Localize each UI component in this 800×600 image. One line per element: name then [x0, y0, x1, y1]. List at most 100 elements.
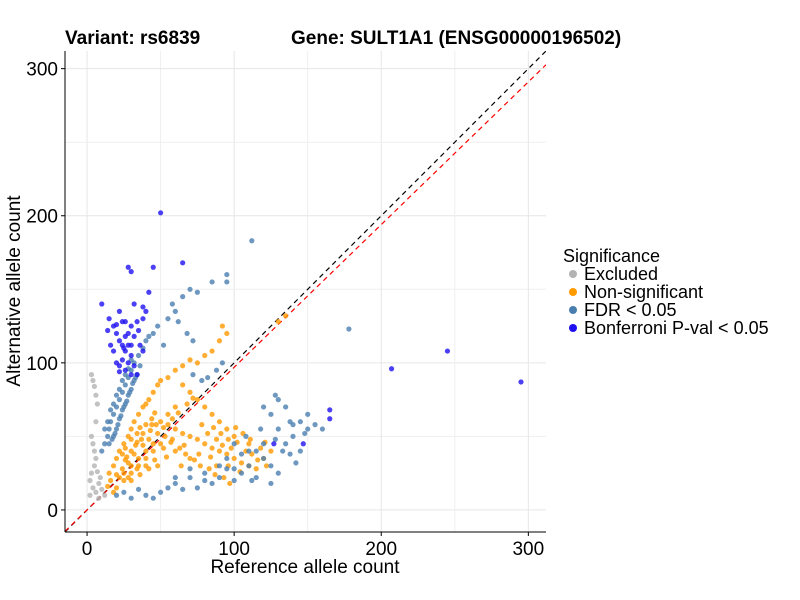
point-non-significant: [137, 472, 143, 478]
point-fdr-0-05: [172, 308, 178, 314]
point-excluded: [87, 492, 93, 498]
point-non-significant: [149, 422, 155, 428]
point-fdr-0-05: [224, 279, 230, 285]
point-fdr-0-05: [160, 342, 167, 348]
point-non-significant: [106, 470, 112, 476]
point-fdr-0-05: [272, 436, 278, 442]
point-non-significant: [150, 448, 156, 454]
y-tick-label: 0: [47, 501, 58, 522]
point-fdr-0-05: [146, 333, 152, 339]
point-excluded: [90, 377, 96, 384]
point-bonferroni-p-val-0-05: [119, 357, 125, 363]
point-bonferroni-p-val-0-05: [122, 319, 128, 325]
point-bonferroni-p-val-0-05: [125, 360, 131, 366]
point-fdr-0-05: [110, 401, 117, 407]
point-fdr-0-05: [346, 326, 352, 332]
point-fdr-0-05: [137, 363, 143, 369]
legend-marker: [569, 306, 577, 314]
point-non-significant: [218, 430, 224, 437]
point-non-significant: [153, 422, 159, 428]
point-non-significant: [228, 445, 234, 451]
point-fdr-0-05: [121, 404, 127, 410]
point-non-significant: [134, 430, 140, 437]
point-fdr-0-05: [143, 492, 149, 498]
point-fdr-0-05: [165, 316, 171, 322]
point-non-significant: [158, 377, 164, 384]
point-non-significant: [143, 448, 149, 454]
point-non-significant: [172, 367, 178, 373]
point-non-significant: [225, 436, 231, 442]
point-fdr-0-05: [260, 441, 267, 447]
point-non-significant: [121, 477, 127, 484]
point-non-significant: [219, 442, 225, 448]
point-non-significant: [224, 451, 230, 457]
point-non-significant: [194, 360, 200, 366]
y-tick-label: 300: [26, 60, 58, 81]
point-fdr-0-05: [150, 495, 156, 501]
point-non-significant: [143, 401, 149, 407]
point-bonferroni-p-val-0-05: [327, 416, 333, 422]
point-fdr-0-05: [287, 419, 293, 425]
point-fdr-0-05: [124, 398, 130, 404]
point-bonferroni-p-val-0-05: [327, 407, 333, 413]
point-non-significant: [152, 410, 158, 416]
point-fdr-0-05: [199, 377, 205, 384]
point-non-significant: [155, 463, 161, 469]
point-non-significant: [187, 433, 193, 439]
point-fdr-0-05: [319, 426, 326, 432]
point-fdr-0-05: [175, 319, 181, 325]
point-fdr-0-05: [283, 404, 289, 410]
expected-ratio-line: [65, 64, 546, 532]
point-non-significant: [140, 430, 146, 437]
point-fdr-0-05: [258, 426, 264, 432]
point-non-significant: [138, 436, 145, 442]
point-non-significant: [124, 454, 130, 460]
point-fdr-0-05: [113, 392, 120, 398]
point-non-significant: [105, 483, 111, 490]
point-fdr-0-05: [275, 397, 281, 403]
point-fdr-0-05: [249, 477, 255, 484]
point-fdr-0-05: [102, 441, 108, 447]
point-non-significant: [121, 470, 127, 476]
point-non-significant: [231, 455, 237, 462]
point-fdr-0-05: [105, 433, 111, 439]
point-bonferroni-p-val-0-05: [137, 342, 143, 348]
point-excluded: [93, 392, 99, 398]
point-non-significant: [213, 436, 220, 442]
point-fdr-0-05: [246, 463, 252, 469]
point-excluded: [87, 477, 93, 484]
legend-marker: [569, 324, 577, 332]
point-bonferroni-p-val-0-05: [140, 348, 146, 354]
point-excluded: [93, 419, 99, 425]
point-non-significant: [196, 451, 202, 457]
point-fdr-0-05: [238, 470, 245, 476]
point-non-significant: [181, 442, 187, 448]
point-non-significant: [212, 472, 218, 478]
point-non-significant: [216, 419, 223, 425]
point-non-significant: [202, 404, 208, 410]
point-fdr-0-05: [190, 372, 196, 378]
point-non-significant: [110, 463, 117, 469]
point-non-significant: [178, 463, 184, 469]
point-bonferroni-p-val-0-05: [146, 289, 152, 295]
point-bonferroni-p-val-0-05: [134, 319, 140, 325]
point-bonferroni-p-val-0-05: [110, 348, 117, 354]
point-fdr-0-05: [113, 426, 120, 432]
point-excluded: [94, 469, 100, 475]
point-fdr-0-05: [116, 397, 123, 403]
point-non-significant: [177, 445, 183, 451]
point-excluded: [96, 495, 102, 501]
point-non-significant: [150, 441, 156, 447]
point-non-significant: [224, 426, 230, 432]
x-axis-label: Reference allele count: [210, 557, 400, 578]
point-non-significant: [268, 448, 274, 454]
point-non-significant: [125, 474, 131, 481]
point-fdr-0-05: [155, 323, 161, 329]
point-fdr-0-05: [216, 463, 223, 469]
point-excluded: [91, 448, 98, 454]
point-fdr-0-05: [119, 377, 125, 384]
point-bonferroni-p-val-0-05: [134, 372, 140, 378]
point-non-significant: [128, 448, 134, 454]
point-non-significant: [172, 448, 178, 454]
point-fdr-0-05: [106, 426, 112, 432]
